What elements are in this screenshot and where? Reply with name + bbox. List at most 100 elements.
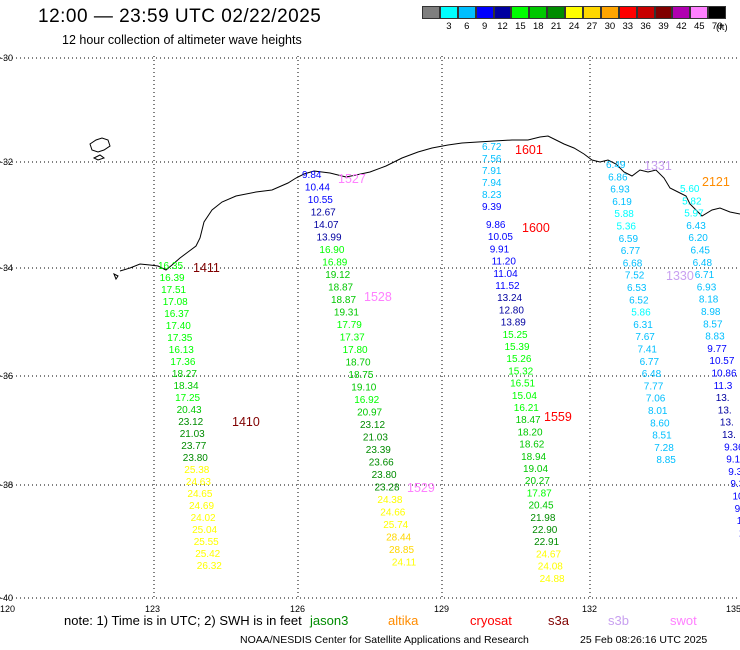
- wave-height-value: 6.31: [633, 320, 653, 331]
- lat-label: -30: [0, 53, 13, 63]
- wave-height-value: 10.86: [712, 369, 737, 380]
- wave-height-value: 23.66: [369, 458, 394, 469]
- wave-height-value: 7.52: [625, 271, 645, 282]
- wave-height-value: 18.34: [174, 381, 199, 392]
- island-fragment: [113, 272, 119, 281]
- wave-height-value: 17.37: [340, 333, 365, 344]
- legend-swatch: [475, 6, 494, 19]
- wave-height-value: 6.49: [606, 160, 626, 171]
- wave-height-value: 15.26: [506, 354, 531, 365]
- lat-label: -38: [0, 480, 13, 490]
- legend-swatch: [493, 6, 512, 19]
- lon-label: 123: [145, 604, 160, 614]
- wave-height-value: 8.01: [648, 406, 668, 417]
- map-title: 12:00 — 23:59 UTC 02/22/2025: [38, 6, 322, 27]
- wave-height-value: 8.60: [650, 418, 670, 429]
- wave-height-value: 6.86: [608, 172, 628, 183]
- wave-height-value: 15.39: [505, 342, 530, 353]
- wave-height-value: 9.33: [728, 467, 740, 478]
- legend-swatch: [565, 6, 584, 19]
- recherche-islands: [89, 137, 111, 153]
- wave-height-value: 7.94: [482, 178, 502, 189]
- wave-height-value: 23.12: [178, 417, 203, 428]
- wave-height-value: 16.89: [322, 258, 347, 269]
- wave-height-value: 21.98: [530, 513, 555, 524]
- legend-bin: 33: [618, 6, 637, 32]
- wave-height-value: 13.89: [501, 318, 526, 329]
- wave-height-value: 24.67: [536, 549, 561, 560]
- wave-height-value: 8.23: [482, 190, 502, 201]
- legend-bin: 70: [708, 6, 727, 32]
- legend-bin: 39: [654, 6, 673, 32]
- wave-height-value: 6.52: [629, 295, 649, 306]
- wave-height-value: 9.86: [486, 220, 506, 231]
- pass-id-label: 1559: [544, 410, 572, 424]
- wave-height-value: 23.80: [372, 470, 397, 481]
- wave-height-value: 9.91: [490, 244, 510, 255]
- wave-height-value: 23.39: [366, 445, 391, 456]
- wave-height-value: 22.91: [534, 537, 559, 548]
- legend-swatch: [600, 6, 619, 19]
- satellite-legend-item: swot: [670, 613, 697, 628]
- wave-height-value: 16.21: [514, 403, 539, 414]
- legend-bin: 18: [529, 6, 548, 32]
- wave-height-value: 8.83: [705, 332, 725, 343]
- pass-id-label: 1600: [522, 221, 550, 235]
- lon-label: 129: [434, 604, 449, 614]
- wave-height-value: 15.04: [512, 391, 537, 402]
- wave-height-value: 17.36: [170, 357, 195, 368]
- wave-height-value: 19.31: [334, 308, 359, 319]
- legend-swatch: [636, 6, 655, 19]
- lon-label: 135: [726, 604, 740, 614]
- wave-height-value: 25.38: [184, 465, 209, 476]
- legend-bin: 9: [475, 6, 494, 32]
- footer-note: note: 1) Time is in UTC; 2) SWH is in fe…: [64, 613, 302, 628]
- legend-label: 9: [481, 21, 488, 32]
- pass-labels: 1411 1410 1527 1528 1529 1601 1600 1559 1331 1330…: [193, 143, 730, 495]
- wave-height-value: 6.19: [612, 197, 632, 208]
- wave-height-value: 20.27: [525, 476, 550, 487]
- lat-label: -34: [0, 263, 13, 273]
- legend-swatch: [529, 6, 548, 19]
- legend-swatch: [618, 6, 637, 19]
- wave-height-value: 11.52: [495, 281, 520, 292]
- wave-height-value: 6.20: [688, 233, 708, 244]
- wave-height-value: 9.77: [707, 344, 727, 355]
- wave-height-value: 6.48: [693, 258, 713, 269]
- wave-height-value: 6.93: [697, 282, 717, 293]
- wave-height-value: 11.04: [493, 269, 518, 280]
- wave-height-value: 7.67: [635, 332, 655, 343]
- lat-lon-grid: [0, 56, 740, 600]
- wave-height-value: 18.94: [521, 452, 546, 463]
- wave-height-value: 8.98: [701, 307, 721, 318]
- wave-height-value: 24.11: [392, 558, 417, 569]
- wave-height-value: 10.44: [305, 183, 330, 194]
- wave-height-value: 5.60: [680, 184, 700, 195]
- wave-height-value: 25.42: [195, 549, 220, 560]
- wave-height-value: 23.77: [181, 441, 206, 452]
- wave-height-value: 24.88: [540, 574, 565, 585]
- pass-id-label: 1527: [338, 172, 366, 186]
- legend-bin: 45: [690, 6, 709, 32]
- wave-height-value: 7.56: [482, 154, 502, 165]
- wave-height-value: 11.20: [492, 257, 517, 268]
- wave-height-value: 6.59: [619, 234, 639, 245]
- coastline: [89, 135, 740, 281]
- legend-swatch: [654, 6, 673, 19]
- wave-height-value: 21.03: [363, 433, 388, 444]
- pass-id-label: 2121: [702, 175, 730, 189]
- wave-height-value: 16.35: [158, 261, 183, 272]
- wave-height-value: 24.02: [191, 513, 216, 524]
- wave-height-value: 17.87: [527, 488, 552, 499]
- wave-height-value: 24.38: [377, 495, 402, 506]
- wave-height-value: 17.40: [166, 321, 191, 332]
- wave-height-value: 17.35: [167, 333, 192, 344]
- legend-swatch: [547, 6, 566, 19]
- wave-height-value: 12.80: [499, 305, 524, 316]
- wave-height-value: 16.13: [169, 345, 194, 356]
- map-subtitle: 12 hour collection of altimeter wave hei…: [62, 33, 302, 47]
- satellite-legend-item: s3a: [548, 613, 569, 628]
- wave-height-value: 23.28: [375, 483, 400, 494]
- wave-height-value: 19.04: [523, 464, 548, 475]
- wave-height-value: 8.85: [656, 455, 676, 466]
